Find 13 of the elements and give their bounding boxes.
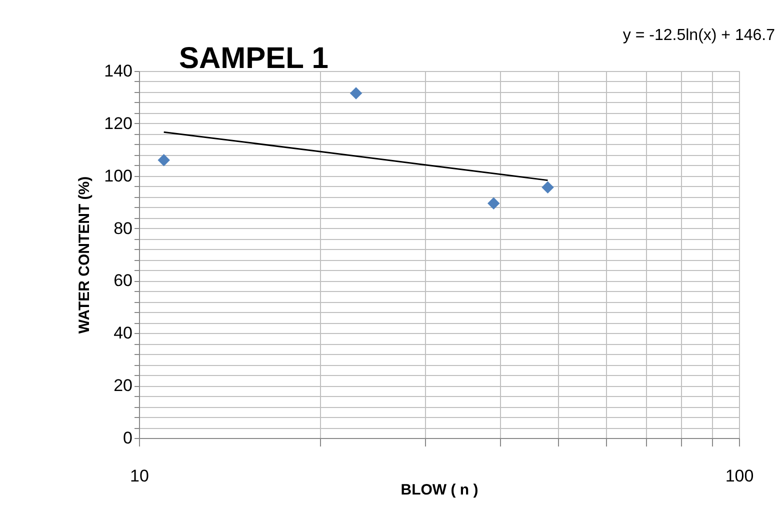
y-tick-label: 20 <box>114 376 132 396</box>
y-tick-label: 100 <box>104 166 132 186</box>
y-tick-label: 120 <box>104 114 132 133</box>
x-tick-label: 10 <box>130 466 149 486</box>
y-tick-label: 0 <box>123 428 132 448</box>
chart-title: SAMPEL 1 <box>179 42 328 75</box>
text: y = -12.5ln(x) + 146.7 <box>622 27 776 44</box>
y-tick-label: 80 <box>114 218 132 238</box>
y-tick-label: 60 <box>114 271 132 290</box>
x-axis-title: BLOW ( n ) <box>400 482 478 498</box>
y-tick-label: 40 <box>114 324 132 343</box>
y-axis-title: WATER CONTENT (%) <box>76 176 94 334</box>
y-tick-label: 140 <box>104 62 132 80</box>
